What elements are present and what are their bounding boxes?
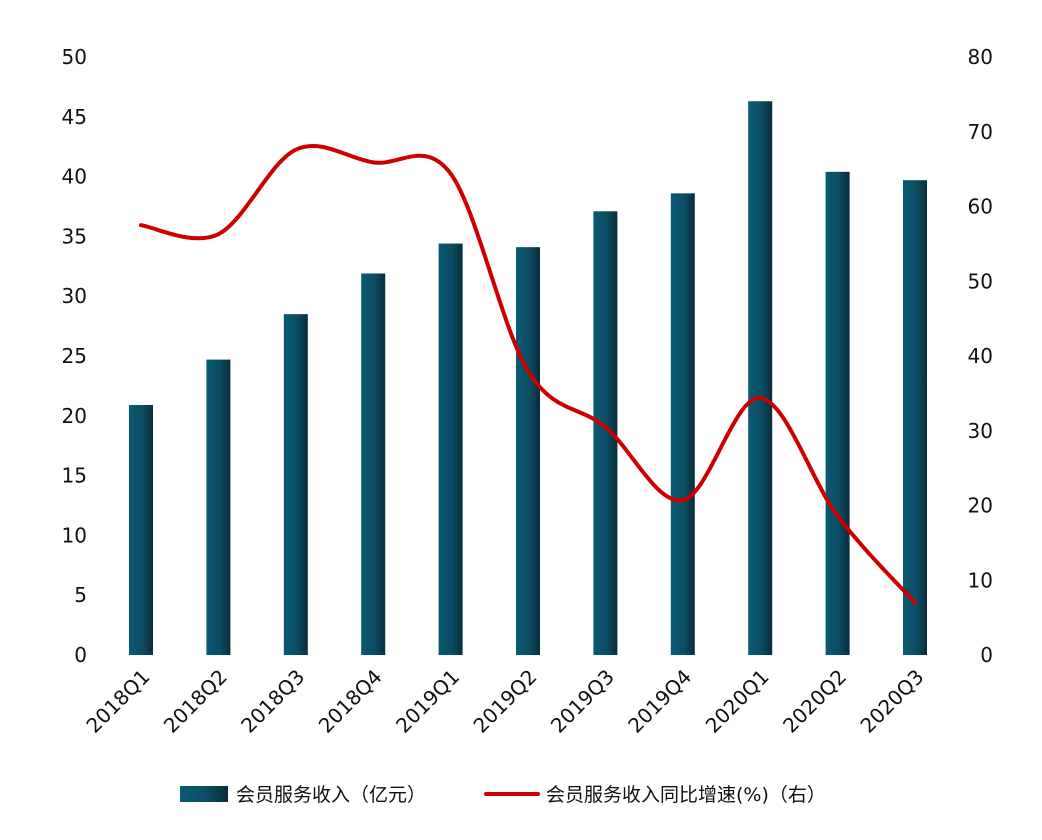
left-axis: 0 5 10 15 20 25 30 35 40 45 50 <box>62 45 87 667</box>
legend-bar-swatch <box>180 786 228 802</box>
x-tick-label: 2020Q2 <box>778 665 851 738</box>
y-left-tick-label: 20 <box>62 404 87 428</box>
x-tick-label: 2018Q3 <box>236 665 309 738</box>
legend-line-label: 会员服务收入同比增速(%)（右） <box>546 784 826 806</box>
bar <box>283 314 308 655</box>
bar <box>361 273 386 655</box>
y-right-tick-label: 80 <box>968 45 993 69</box>
y-left-tick-label: 25 <box>62 344 87 368</box>
legend: 会员服务收入（亿元） 会员服务收入同比增速(%)（右） <box>180 784 826 806</box>
y-left-tick-label: 40 <box>62 165 87 189</box>
y-right-tick-label: 0 <box>980 643 993 667</box>
bar <box>825 171 850 656</box>
bar-series <box>129 101 927 656</box>
bar <box>670 193 695 655</box>
right-axis: 0 10 20 30 40 50 60 70 80 <box>968 45 993 667</box>
x-tick-label: 2020Q3 <box>855 665 928 738</box>
x-axis: 2018Q1 2018Q2 2018Q3 2018Q4 2019Q1 2019Q2 2019… <box>81 665 928 738</box>
x-tick-label: 2019Q3 <box>546 665 619 738</box>
y-right-tick-label: 70 <box>968 120 993 144</box>
y-left-tick-label: 30 <box>62 284 87 308</box>
y-left-tick-label: 50 <box>62 45 87 69</box>
y-right-tick-label: 20 <box>968 494 993 518</box>
x-tick-label: 2020Q1 <box>701 665 774 738</box>
y-left-tick-label: 15 <box>62 464 87 488</box>
x-tick-label: 2018Q4 <box>314 665 387 738</box>
y-left-tick-label: 45 <box>62 105 87 129</box>
y-left-tick-label: 10 <box>62 523 87 547</box>
y-right-tick-label: 50 <box>968 269 993 293</box>
x-tick-label: 2018Q1 <box>81 665 154 738</box>
bar <box>748 101 773 655</box>
growth-line <box>139 144 917 605</box>
x-tick-label: 2019Q4 <box>623 665 696 738</box>
line-series <box>139 144 917 605</box>
y-right-tick-label: 10 <box>968 568 993 592</box>
y-right-tick-label: 40 <box>968 344 993 368</box>
y-right-tick-label: 30 <box>968 419 993 443</box>
bar <box>129 405 153 655</box>
bar <box>206 359 231 655</box>
y-left-tick-label: 0 <box>74 643 87 667</box>
x-tick-label: 2019Q1 <box>391 665 464 738</box>
y-right-tick-label: 60 <box>968 195 993 219</box>
bar <box>516 247 540 655</box>
bar <box>438 243 463 656</box>
x-tick-label: 2019Q2 <box>468 665 541 738</box>
legend-bar-label: 会员服务收入（亿元） <box>236 784 426 806</box>
bar <box>903 180 927 656</box>
x-tick-label: 2018Q2 <box>159 665 232 738</box>
y-left-tick-label: 5 <box>74 583 87 607</box>
y-left-tick-label: 35 <box>62 224 87 248</box>
